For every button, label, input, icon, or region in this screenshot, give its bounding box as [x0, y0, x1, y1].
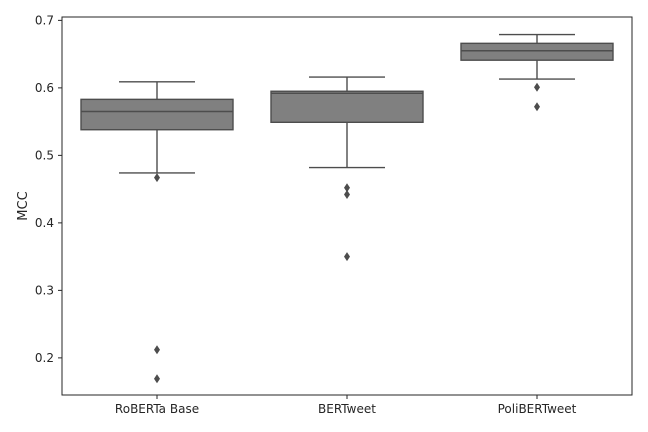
outlier-point [154, 374, 160, 384]
outlier-point [344, 252, 350, 262]
box-group [270, 76, 424, 262]
plot-area [61, 16, 633, 396]
outlier-point [154, 345, 160, 355]
box-iqr [80, 98, 234, 131]
y-tick-label: 0.2 [35, 351, 54, 365]
outlier-point [154, 173, 160, 183]
y-tick-label: 0.4 [35, 216, 54, 230]
x-axis-ticks: RoBERTa Base BERTweet PoliBERTweet [115, 395, 577, 416]
box-iqr [460, 42, 614, 61]
y-tick-label: 0.3 [35, 283, 54, 297]
y-axis-ticks: 0.2 0.3 0.4 0.5 0.6 0.7 [35, 13, 62, 365]
x-tick-label: PoliBERTweet [498, 402, 577, 416]
y-tick-label: 0.6 [35, 81, 54, 95]
outlier-point [344, 183, 350, 193]
outlier-point [534, 102, 540, 112]
outlier-point [534, 82, 540, 92]
boxes-layer [80, 33, 614, 384]
x-tick-label: RoBERTa Base [115, 402, 199, 416]
y-axis-label: MCC [16, 191, 31, 220]
y-tick-label: 0.7 [35, 13, 54, 27]
x-tick-label: BERTweet [318, 402, 376, 416]
box-group [80, 81, 234, 384]
y-tick-label: 0.5 [35, 148, 54, 162]
box-iqr [270, 90, 424, 123]
box-group [460, 33, 614, 112]
outlier-point [344, 190, 350, 200]
